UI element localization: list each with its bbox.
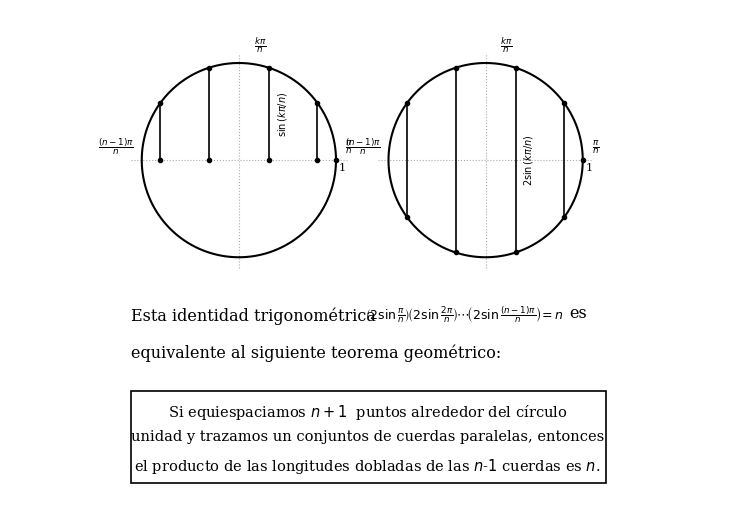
Text: Si equiespaciamos $n+1$  puntos alrededor del círculo: Si equiespaciamos $n+1$ puntos alrededor…	[168, 403, 567, 422]
Text: 1: 1	[585, 163, 592, 173]
Text: es: es	[570, 304, 587, 321]
Text: $\frac{k\pi}{n}$: $\frac{k\pi}{n}$	[501, 35, 513, 55]
Text: unidad y trazamos un conjuntos de cuerdas paralelas, entonces: unidad y trazamos un conjuntos de cuerda…	[131, 430, 604, 444]
Text: $\frac{\pi}{n}$: $\frac{\pi}{n}$	[592, 138, 600, 156]
Text: $2\sin\left(k\pi/n\right)$: $2\sin\left(k\pi/n\right)$	[523, 134, 536, 186]
Text: el producto de las longitudes dobladas de las $n$-$1$ cuerdas es $n$.: el producto de las longitudes dobladas d…	[135, 457, 600, 476]
FancyBboxPatch shape	[132, 391, 606, 483]
Text: $\frac{(n-1)\pi}{n}$: $\frac{(n-1)\pi}{n}$	[98, 136, 134, 158]
Text: equivalente al siguiente teorema geométrico:: equivalente al siguiente teorema geométr…	[132, 345, 501, 362]
Text: $\left(2\sin\frac{\pi}{n}\right)\!\left(2\sin\frac{2\pi}{n}\right)\!\cdots\!\lef: $\left(2\sin\frac{\pi}{n}\right)\!\left(…	[365, 304, 564, 325]
Text: 1: 1	[339, 163, 345, 173]
Text: $\frac{(n-1)\pi}{n}$: $\frac{(n-1)\pi}{n}$	[345, 136, 381, 158]
Text: $\frac{\pi}{n}$: $\frac{\pi}{n}$	[345, 138, 353, 156]
Text: Esta identidad trigonométrica: Esta identidad trigonométrica	[132, 307, 381, 324]
Text: $\sin\left(k\pi/n\right)$: $\sin\left(k\pi/n\right)$	[276, 91, 289, 136]
Text: $\frac{k\pi}{n}$: $\frac{k\pi}{n}$	[254, 35, 266, 55]
